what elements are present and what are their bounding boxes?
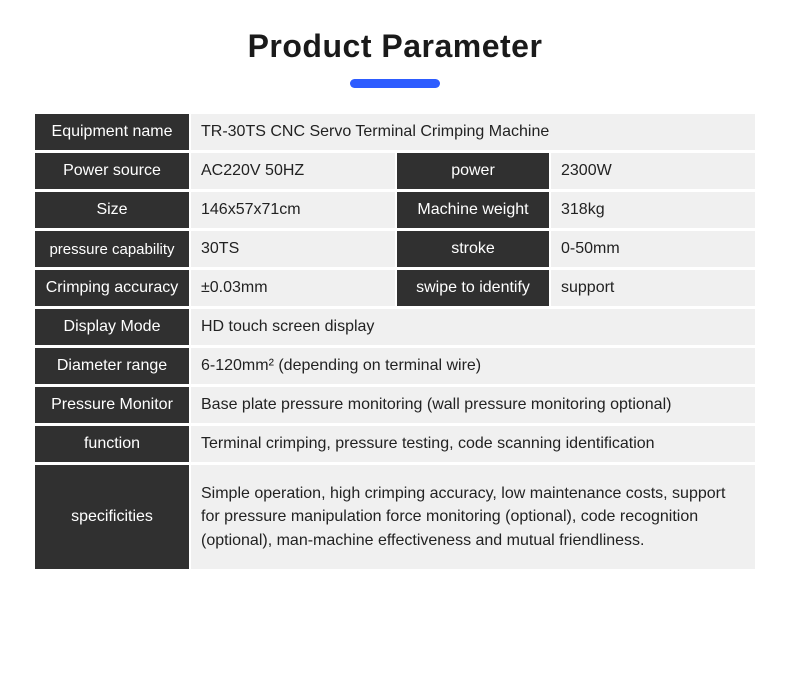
param-label: Machine weight (395, 192, 549, 228)
param-label: Diameter range (35, 348, 189, 384)
param-label: Crimping accuracy (35, 270, 189, 306)
table-row: Power source AC220V 50HZ power 2300W (35, 153, 755, 189)
param-value: 2300W (549, 153, 755, 189)
param-label: swipe to identify (395, 270, 549, 306)
param-value: 30TS (189, 231, 395, 267)
param-value: support (549, 270, 755, 306)
param-value: TR-30TS CNC Servo Terminal Crimping Mach… (189, 114, 755, 150)
param-value: 6-120mm² (depending on terminal wire) (189, 348, 755, 384)
page-title: Product Parameter (0, 28, 790, 65)
param-value: Terminal crimping, pressure testing, cod… (189, 426, 755, 462)
page-container: Product Parameter Equipment name TR-30TS… (0, 28, 790, 569)
param-value: ±0.03mm (189, 270, 395, 306)
param-value: HD touch screen display (189, 309, 755, 345)
table-row: Display Mode HD touch screen display (35, 309, 755, 345)
param-value: AC220V 50HZ (189, 153, 395, 189)
table-row: Crimping accuracy ±0.03mm swipe to ident… (35, 270, 755, 306)
table-row: Equipment name TR-30TS CNC Servo Termina… (35, 114, 755, 150)
parameter-table: Equipment name TR-30TS CNC Servo Termina… (35, 114, 755, 569)
table-row: Pressure Monitor Base plate pressure mon… (35, 387, 755, 423)
param-value: Base plate pressure monitoring (wall pre… (189, 387, 755, 423)
table-row: Size 146x57x71cm Machine weight 318kg (35, 192, 755, 228)
param-value: Simple operation, high crimping accuracy… (189, 465, 755, 569)
param-label: stroke (395, 231, 549, 267)
table-row: function Terminal crimping, pressure tes… (35, 426, 755, 462)
param-label: function (35, 426, 189, 462)
param-value: 146x57x71cm (189, 192, 395, 228)
table-row: Diameter range 6-120mm² (depending on te… (35, 348, 755, 384)
param-value: 0-50mm (549, 231, 755, 267)
param-label: Equipment name (35, 114, 189, 150)
param-label: specificities (35, 465, 189, 569)
param-label: power (395, 153, 549, 189)
table-row: pressure capability 30TS stroke 0-50mm (35, 231, 755, 267)
param-label: Size (35, 192, 189, 228)
table-row: specificities Simple operation, high cri… (35, 465, 755, 569)
title-underline-wrap (0, 79, 790, 88)
title-underline (350, 79, 440, 88)
param-value: 318kg (549, 192, 755, 228)
param-label: Pressure Monitor (35, 387, 189, 423)
param-label: pressure capability (35, 231, 189, 267)
param-label: Power source (35, 153, 189, 189)
param-label: Display Mode (35, 309, 189, 345)
